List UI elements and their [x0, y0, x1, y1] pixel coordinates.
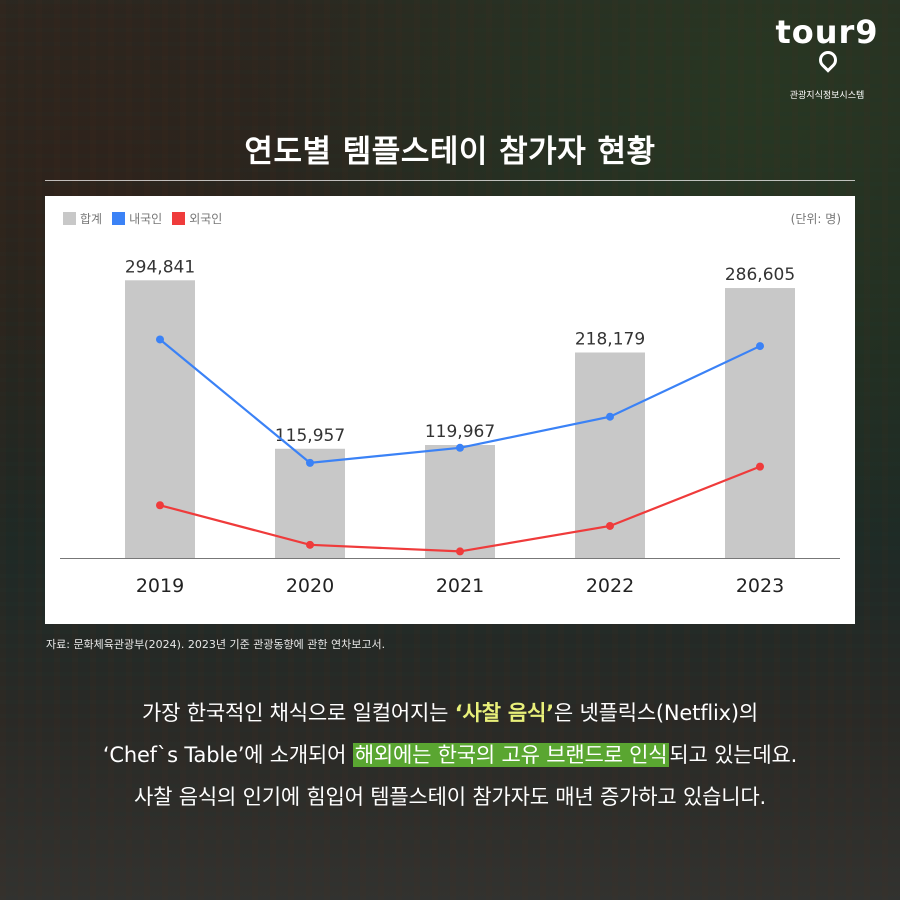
bar-total-2021	[425, 444, 495, 558]
series-point-외국인-2019	[156, 501, 164, 510]
unit-label: (단위: 명)	[790, 212, 841, 226]
series-point-내국인-2020	[306, 458, 314, 467]
x-tick-label-2022: 2022	[586, 575, 634, 597]
legend-swatch-외국인	[172, 212, 186, 225]
chart-legend: 합계 내국인 외국인	[63, 210, 222, 227]
x-tick-label-2020: 2020	[286, 575, 334, 597]
location-pin-icon	[815, 47, 841, 73]
series-point-내국인-2019	[156, 335, 164, 344]
chart-panel: 294,841 115,957 119,967 218,179 286,605 2019 2…	[45, 196, 855, 624]
bar-value-label-2022: 218,179	[575, 329, 645, 349]
highlight-brand-recognition: 해외에는 한국의 고유 브랜드로 인식	[352, 743, 670, 767]
page-title: 연도별 템플스테이 참가자 현황	[244, 134, 656, 170]
series-point-외국인-2021	[456, 547, 464, 556]
highlight-temple-food: ‘사찰 음식’	[454, 701, 554, 725]
legend-item-합계: 합계	[63, 210, 102, 227]
bar-value-label-2023: 286,605	[725, 265, 795, 285]
x-tick-label-2021: 2021	[436, 575, 484, 597]
brand-logo: tour9 관광지식정보시스템	[772, 14, 882, 101]
logo-wordmark: tour9	[772, 14, 882, 86]
legend-label-내국인: 내국인	[129, 212, 163, 226]
x-tick-label-2019: 2019	[136, 575, 184, 597]
series-point-내국인-2023	[756, 342, 764, 351]
bar-value-label-2019: 294,841	[125, 257, 195, 277]
title-divider	[45, 180, 855, 181]
series-point-외국인-2020	[306, 540, 314, 549]
logo-subtitle: 관광지식정보시스템	[789, 91, 865, 101]
description-line-2: ‘Chef`s Table’에 소개되어 해외에는 한국의 고유 브랜드로 인식…	[102, 743, 798, 767]
bar-total-2023	[725, 288, 795, 558]
series-point-내국인-2021	[456, 443, 464, 452]
legend-label-외국인: 외국인	[189, 212, 223, 226]
bar-value-label-2020: 115,957	[275, 426, 345, 446]
description-line-3: 사찰 음식의 인기에 힘입어 템플스테이 참가자도 매년 증가하고 있습니다.	[134, 785, 766, 809]
series-point-내국인-2022	[606, 412, 614, 421]
series-point-외국인-2023	[756, 462, 764, 471]
source-note: 자료: 문화체육관광부(2024). 2023년 기준 관광동향에 관한 연차보…	[46, 638, 386, 651]
legend-swatch-합계	[63, 212, 76, 225]
bar-total-2019	[125, 280, 195, 558]
series-point-외국인-2022	[606, 521, 614, 530]
legend-swatch-내국인	[112, 212, 126, 225]
legend-item-내국인: 내국인	[112, 210, 162, 227]
description-line-1: 가장 한국적인 채식으로 일컬어지는 ‘사찰 음식’은 넷플릭스(Netflix…	[142, 701, 758, 725]
description-text: 가장 한국적인 채식으로 일컬어지는 ‘사찰 음식’은 넷플릭스(Netflix…	[0, 692, 900, 818]
chart-canvas: 294,841 115,957 119,967 218,179 286,605 2019 2…	[60, 257, 840, 597]
bar-value-label-2021: 119,967	[425, 422, 495, 442]
legend-item-외국인: 외국인	[172, 210, 222, 227]
legend-label-합계: 합계	[80, 212, 103, 226]
x-tick-label-2023: 2023	[736, 575, 784, 597]
